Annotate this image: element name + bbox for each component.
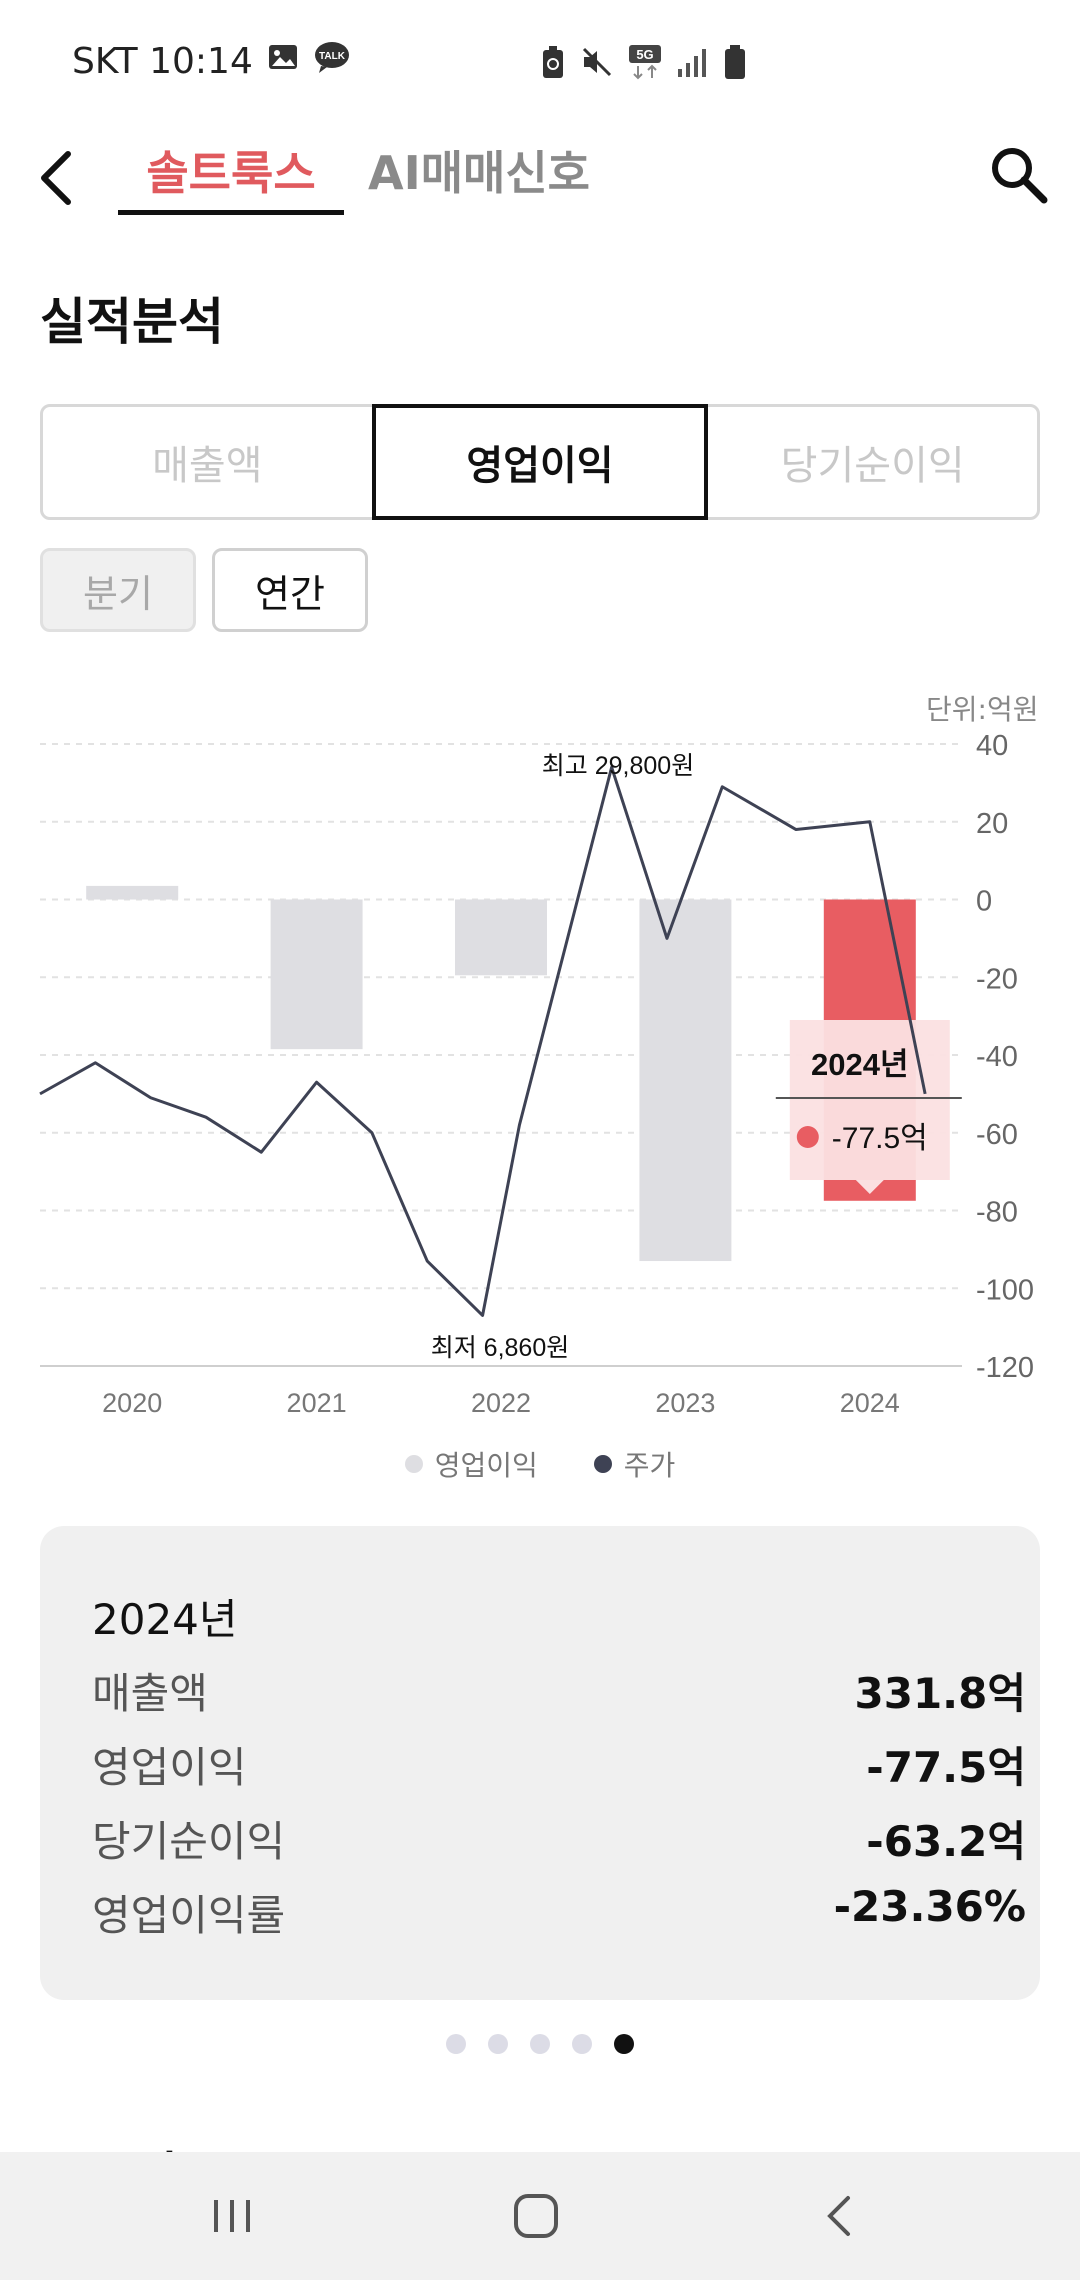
y-tick-label: -20: [976, 963, 1018, 995]
chart-canvas: 40 20 0 -20 -40 -60 -80 -100 -120 2020 2021 2022 202…: [39, 730, 1034, 1418]
tab-saltlux[interactable]: 솔트룩스: [146, 146, 316, 200]
tooltip-arrow: [855, 1180, 884, 1194]
y-tick-label: -120: [976, 1352, 1034, 1384]
recents-button[interactable]: [202, 2186, 262, 2246]
metric-tab-operating-profit[interactable]: 영업이익: [371, 404, 709, 520]
legend-item-operating-profit: 영업이익: [404, 1444, 538, 1484]
svg-text:TALK: TALK: [319, 51, 346, 62]
y-tick-label: -80: [976, 1197, 1018, 1229]
legend-swatch-stock-price: [593, 1455, 612, 1473]
legend-label-stock-price: 주가: [623, 1449, 676, 1482]
system-nav-bar: [0, 2152, 1080, 2280]
top-header: 솔트룩스 AI매매신호: [0, 126, 1080, 222]
period-annual-button[interactable]: 연간: [212, 548, 368, 632]
metric-tab-revenue[interactable]: 매출액: [152, 443, 263, 489]
summary-value: -23.36%: [833, 1882, 1026, 1931]
y-tick-label: -40: [976, 1041, 1018, 1073]
summary-label: 당기순이익: [92, 1817, 286, 1866]
status-right: 5G: [540, 44, 746, 84]
search-icon: [992, 148, 1048, 204]
summary-value: -63.2억: [866, 1817, 1026, 1866]
low-price-label: 최저 6,860원: [431, 1334, 570, 1362]
x-tick-label: 2020: [102, 1388, 162, 1418]
back-icon: [827, 2196, 850, 2236]
legend-swatch-operating-profit: [404, 1455, 423, 1473]
metric-tab-net-income[interactable]: 당기순이익: [780, 443, 965, 489]
period-toggle: 분기 연간: [40, 548, 368, 632]
metric-segment: 매출액 영업이익 당기순이익: [40, 404, 1040, 520]
x-tick-label: 2023: [655, 1388, 715, 1418]
signal-icon: [676, 45, 710, 83]
earnings-chart: 단위:억원 40 20 0 -20 -40 -60 -80 -100 -120 2020 2021 2…: [0, 680, 1080, 1480]
home-button[interactable]: [506, 2186, 566, 2246]
page-dot[interactable]: [572, 2034, 592, 2054]
y-tick-label: 20: [976, 808, 1008, 840]
summary-value: 331.8억: [854, 1669, 1027, 1718]
status-left: SKT 10:14 TALK: [72, 40, 351, 83]
page-dot[interactable]: [488, 2034, 508, 2054]
summary-card: 2024년 매출액 331.8억 영업이익 -77.5억 당기순이익 -63.2…: [40, 1526, 1040, 2000]
nav-back-button[interactable]: [810, 2186, 870, 2246]
x-tick-label: 2022: [471, 1388, 531, 1418]
summary-row: 매출액 331.8억: [92, 1660, 1026, 1720]
page-dot-active[interactable]: [614, 2034, 634, 2054]
stock-price-line: [39, 765, 927, 1317]
bar-2023: [639, 899, 732, 1262]
bar-2021: [270, 899, 363, 1050]
x-tick-label: 2024: [840, 1388, 900, 1418]
battery-saver-icon: [540, 44, 566, 84]
battery-icon: [724, 44, 746, 84]
kakaotalk-icon: TALK: [313, 40, 351, 83]
summary-row: 영업이익률 -23.36%: [92, 1882, 1026, 1942]
legend-label-operating-profit: 영업이익: [434, 1449, 538, 1482]
chart-unit-label: 단위:억원: [926, 693, 1039, 726]
x-tick-label: 2021: [287, 1388, 347, 1418]
tooltip-year: 2024년: [811, 1047, 908, 1082]
y-tick-label: 0: [976, 886, 992, 918]
legend-item-stock-price: 주가: [593, 1444, 676, 1484]
summary-row: 영업이익 -77.5억: [92, 1734, 1026, 1794]
section-title: 실적분석: [40, 293, 224, 351]
bar-2020: [86, 885, 179, 900]
status-bar: SKT 10:14 TALK 5G: [0, 0, 1080, 126]
y-tick-label: -100: [976, 1274, 1034, 1306]
period-quarter-button[interactable]: 분기: [40, 548, 196, 632]
summary-label: 영업이익률: [92, 1891, 286, 1940]
summary-year: 2024년: [92, 1595, 238, 1644]
page-dot[interactable]: [530, 2034, 550, 2054]
summary-label: 매출액: [92, 1669, 208, 1718]
chart-legend: 영업이익 주가: [0, 1444, 1080, 1484]
page-dot[interactable]: [446, 2034, 466, 2054]
tooltip-dot: [796, 1126, 819, 1148]
summary-value: -77.5억: [866, 1743, 1026, 1792]
tab-active-indicator: [118, 210, 344, 215]
y-tick-label: -60: [976, 1119, 1018, 1151]
back-button[interactable]: [30, 146, 90, 206]
tab-ai-signal[interactable]: AI매매신호: [368, 146, 590, 200]
bar-2022: [455, 899, 547, 976]
summary-row: 당기순이익 -63.2억: [92, 1808, 1026, 1868]
mute-icon: [580, 45, 614, 83]
page-indicator: [0, 2034, 1080, 2054]
gallery-icon: [267, 41, 299, 82]
chevron-left-icon: [41, 151, 71, 205]
carrier-time: SKT 10:14: [72, 41, 253, 82]
svg-text:5G: 5G: [636, 47, 653, 62]
summary-label: 영업이익: [92, 1743, 247, 1792]
high-price-label: 최고 29,800원: [542, 752, 694, 780]
home-icon: [514, 2194, 558, 2238]
y-tick-label: 40: [976, 730, 1008, 762]
network-5g-icon: 5G: [628, 44, 662, 84]
search-button[interactable]: [986, 142, 1052, 208]
recents-icon: [214, 2200, 250, 2232]
tooltip-value: -77.5억: [832, 1122, 928, 1155]
tooltip-bg: [789, 1020, 950, 1180]
